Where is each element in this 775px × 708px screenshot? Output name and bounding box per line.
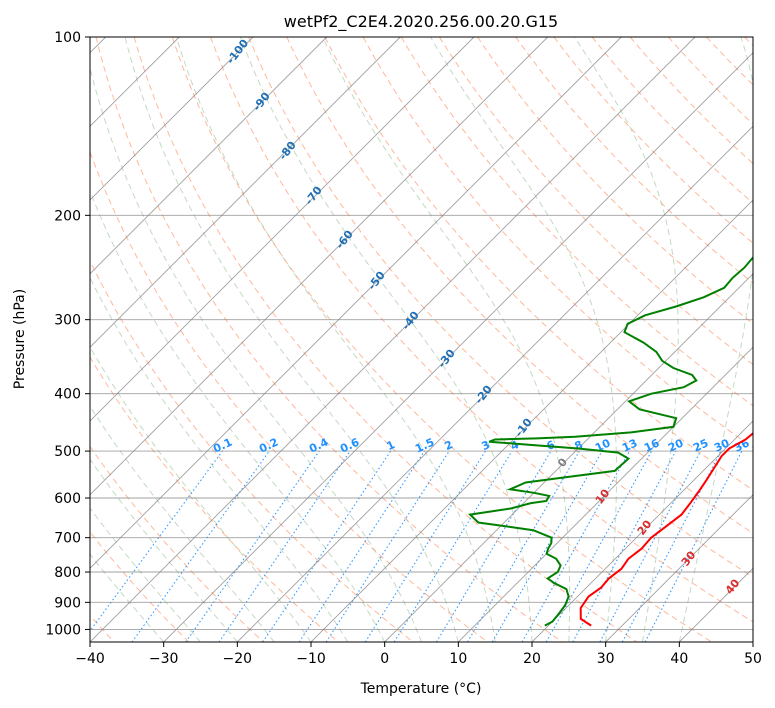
- isotherm-line: [163, 52, 753, 642]
- dry-adiabat-line: [248, 37, 753, 578]
- mixing-ratio-line: [393, 450, 513, 642]
- dry-adiabat-line: [95, 37, 563, 642]
- moist-adiabat-line: [90, 405, 275, 642]
- isotherm-line: [90, 37, 475, 422]
- x-tick-label: −10: [296, 651, 326, 667]
- x-tick-label: 20: [523, 651, 541, 667]
- y-tick-label: 900: [54, 595, 81, 611]
- isotherm-line: [531, 420, 753, 642]
- mixing-ratio-label: 20: [666, 436, 686, 454]
- mixing-ratio-line: [218, 450, 351, 642]
- y-tick-label: 100: [54, 30, 81, 46]
- dewpoint-line: [467, 255, 753, 627]
- dry-adiabat-line: [591, 37, 753, 204]
- y-tick-label: 700: [54, 531, 81, 547]
- y-tick-label: 200: [54, 208, 81, 224]
- dry-adiabat-line: [400, 37, 753, 407]
- isotherm-line: [605, 494, 753, 642]
- moist-adiabat-line: [430, 37, 617, 642]
- x-tick-label: 40: [670, 651, 688, 667]
- dry-adiabat-line: [438, 37, 753, 366]
- mixing-ratio-line: [491, 450, 603, 642]
- isotherm-line: [90, 37, 549, 496]
- dry-adiabat-line: [210, 37, 753, 623]
- dry-adiabat-line: [553, 37, 753, 244]
- temperature-line: [579, 432, 753, 627]
- y-tick-label: 1000: [45, 622, 81, 638]
- y-tick-label: 400: [54, 387, 81, 403]
- dry-adiabats: [90, 37, 753, 642]
- y-axis: 100 200 300 400 500 600 700 800 900 1000: [45, 30, 90, 638]
- moist-adiabat-line: [90, 189, 386, 642]
- y-tick-label: 800: [54, 565, 81, 581]
- dry-adiabat-line: [90, 150, 488, 642]
- mixing-ratio-label: 13: [620, 436, 639, 454]
- isotherm-line: [90, 37, 696, 642]
- mixing-ratio-line: [185, 450, 320, 642]
- y-tick-label: 300: [54, 313, 81, 329]
- mixing-ratio-line: [364, 450, 486, 642]
- moist-adiabat-line: [574, 37, 679, 642]
- dry-adiabat-line: [324, 37, 753, 491]
- x-tick-label: −40: [75, 651, 105, 667]
- sounding-lines: [467, 255, 753, 627]
- moist-adiabat-line: [175, 37, 496, 642]
- dry-adiabat-line: [286, 37, 753, 534]
- x-tick-label: 30: [597, 651, 615, 667]
- x-tick-label: 10: [449, 651, 467, 667]
- y-axis-label: Pressure (hPa): [12, 289, 28, 389]
- moist-adiabat-line: [124, 37, 459, 642]
- y-tick-label: 500: [54, 444, 81, 460]
- x-axis-label: Temperature (°C): [360, 681, 482, 697]
- isotherm-line: [310, 199, 753, 642]
- dry-adiabat-line: [90, 259, 414, 642]
- mixing-ratio-line: [325, 450, 450, 642]
- grid-lines: [90, 37, 753, 642]
- isotherm-line: [90, 37, 622, 569]
- dry-adiabat-line: [90, 356, 339, 642]
- dry-adiabat-line: [133, 37, 638, 642]
- moist-adiabat-line: [90, 458, 238, 642]
- mixing-ratio-line: [572, 450, 677, 642]
- x-tick-label: 0: [380, 651, 389, 667]
- x-tick-label: 50: [744, 651, 762, 667]
- mixing-ratio-line: [521, 450, 630, 642]
- isotherm-line: [236, 125, 753, 642]
- dry-adiabat-line: [90, 445, 264, 642]
- isotherm-line: [384, 273, 753, 642]
- plot-frame: [89, 36, 754, 643]
- x-tick-label: −20: [223, 651, 253, 667]
- mixing-ratio-line: [467, 450, 580, 642]
- dry-adiabat-line: [171, 37, 712, 642]
- x-tick-label: −30: [149, 651, 179, 667]
- x-axis: −40 −30 −20 −10 0 10 20 30 40 50: [75, 642, 762, 667]
- mixing-ratio-label: 36: [732, 436, 752, 454]
- moist-adiabat-line: [90, 65, 422, 642]
- isotherm-line: [457, 346, 753, 642]
- mixing-ratio-line: [435, 450, 552, 642]
- mixing-ratio-label: 16: [642, 436, 662, 454]
- moist-adiabat-line: [678, 37, 753, 642]
- chart-title: wetPf2_C2E4.2020.256.00.20.G15: [284, 12, 558, 32]
- isotherm-line: [90, 37, 328, 275]
- mixing-ratio-label: 25: [691, 436, 710, 454]
- isotherm-line: [90, 37, 401, 348]
- y-tick-label: 600: [54, 491, 81, 507]
- moist-adiabat-line: [90, 276, 349, 642]
- isotherm-line: [90, 37, 254, 201]
- moist-adiabat-line: [239, 37, 533, 642]
